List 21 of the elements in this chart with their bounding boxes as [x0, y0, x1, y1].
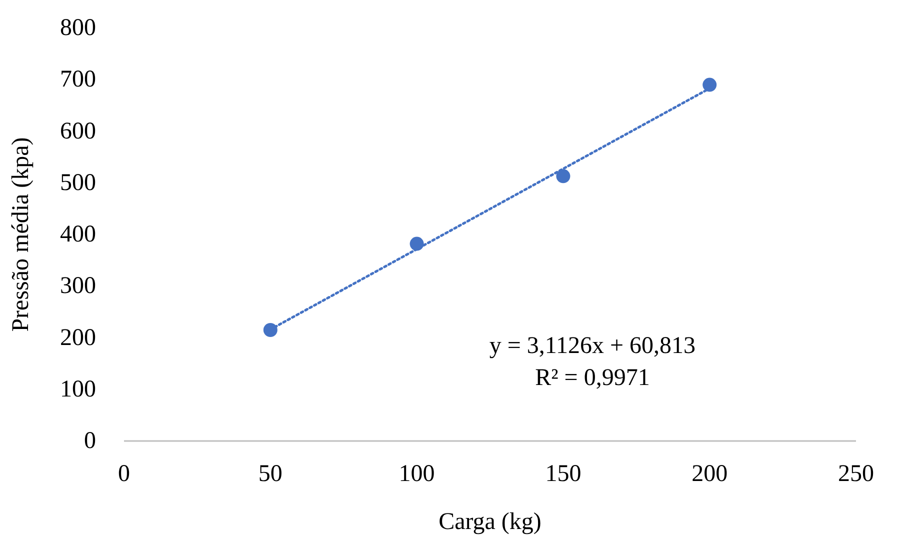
x-axis-title: Carga (kg): [438, 509, 542, 535]
x-tick-label: 200: [692, 461, 728, 487]
x-tick-label: 250: [838, 461, 874, 487]
y-tick-label: 300: [60, 273, 96, 300]
y-tick-label: 700: [60, 66, 96, 93]
point: [556, 169, 570, 184]
x-tick-label: 0: [118, 461, 130, 487]
y-axis-title: Pressão média (kpa): [8, 137, 34, 332]
point: [702, 78, 717, 92]
y-tick-label: 600: [60, 118, 96, 144]
y-tick-label: 800: [60, 15, 96, 41]
y-tick-label: 400: [60, 222, 96, 248]
y-tick-label: 200: [60, 324, 96, 351]
x-tick-label: 100: [398, 461, 435, 487]
x-tick-label: 50: [258, 461, 282, 487]
x-tick-label: 150: [545, 461, 582, 487]
annotation: y = 3,1126x + 60,813: [489, 332, 696, 359]
y-tick-label: 100: [60, 376, 96, 402]
annotation: R² = 0,9971: [535, 364, 650, 391]
y-tick-label: 0: [84, 428, 96, 454]
y-tick-label: 500: [60, 170, 96, 196]
